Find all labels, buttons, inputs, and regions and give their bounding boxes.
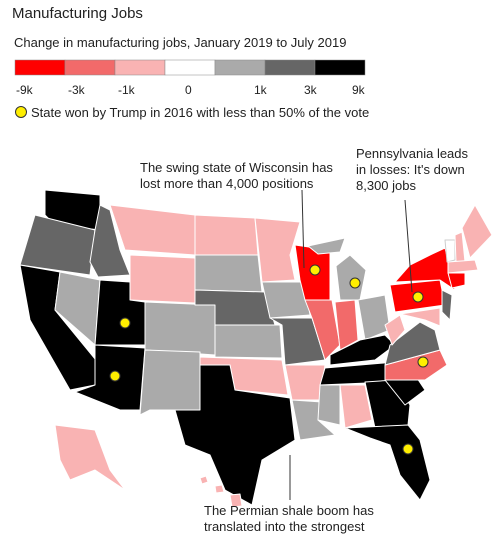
leader-line	[404, 199, 413, 293]
state	[399, 307, 441, 327]
legend-swatch	[114, 59, 166, 76]
annotation-line: translated into the strongest	[204, 519, 365, 534]
state	[384, 314, 406, 346]
state	[54, 424, 126, 491]
state	[335, 254, 367, 301]
annotation-line: lost more than 4,000 positions	[140, 176, 314, 191]
trump-dot	[119, 317, 131, 329]
legend-label: 0	[185, 83, 192, 97]
trump-dot	[412, 291, 424, 303]
state	[194, 254, 263, 293]
state	[461, 204, 493, 259]
legend-swatch	[264, 59, 316, 76]
legend-swatch	[64, 59, 116, 76]
state	[109, 204, 196, 256]
annotation-line: The Permian shale boom has	[204, 503, 374, 518]
state	[89, 204, 131, 278]
state	[261, 281, 311, 319]
state	[384, 321, 441, 366]
state	[214, 484, 225, 494]
leader-line	[301, 189, 305, 269]
state	[339, 384, 373, 429]
trump-dot	[417, 356, 429, 368]
annotation-line: 8,300 jobs	[356, 178, 416, 193]
state	[441, 289, 453, 321]
trump-dot	[349, 277, 361, 289]
state	[454, 231, 466, 263]
legend: -9k -3k -1k 0 1k 3k 9k	[14, 59, 366, 97]
legend-label: -3k	[68, 83, 86, 97]
legend-dot	[15, 106, 27, 118]
subtitle: Change in manufacturing jobs, January 20…	[14, 35, 346, 50]
state	[447, 272, 466, 289]
trump-dot	[402, 443, 414, 455]
state	[357, 294, 391, 341]
legend-swatch	[214, 59, 266, 76]
legend-label: 3k	[304, 83, 318, 97]
state	[174, 364, 296, 506]
legend-label: 1k	[254, 83, 268, 97]
annotation-line: Pennsylvania leads	[356, 146, 469, 161]
annotation-line: in losses: It's down	[356, 162, 465, 177]
state	[269, 317, 326, 366]
state	[214, 324, 283, 359]
map	[19, 189, 493, 508]
legend-label: -9k	[16, 83, 34, 97]
legend-label: -1k	[118, 83, 136, 97]
state	[344, 424, 431, 501]
state	[19, 214, 96, 276]
legend-label: 9k	[352, 83, 366, 97]
state	[447, 259, 479, 274]
trump-dot	[309, 264, 321, 276]
title: Manufacturing Jobs	[12, 5, 143, 22]
annotation-line: The swing state of Wisconsin has	[140, 160, 333, 175]
state	[307, 237, 346, 255]
state	[129, 254, 196, 304]
legend-note: State won by Trump in 2016 with less tha…	[31, 105, 369, 120]
state	[144, 301, 216, 356]
state	[444, 239, 456, 263]
state	[199, 475, 209, 485]
trump-dot	[109, 370, 121, 382]
state	[334, 299, 359, 351]
legend-swatch	[314, 59, 366, 76]
state	[229, 493, 243, 508]
state	[254, 217, 301, 283]
state	[194, 214, 259, 256]
state	[304, 299, 341, 361]
legend-swatch	[14, 59, 66, 76]
state	[139, 349, 201, 416]
state	[317, 384, 341, 426]
legend-swatch	[164, 59, 216, 76]
